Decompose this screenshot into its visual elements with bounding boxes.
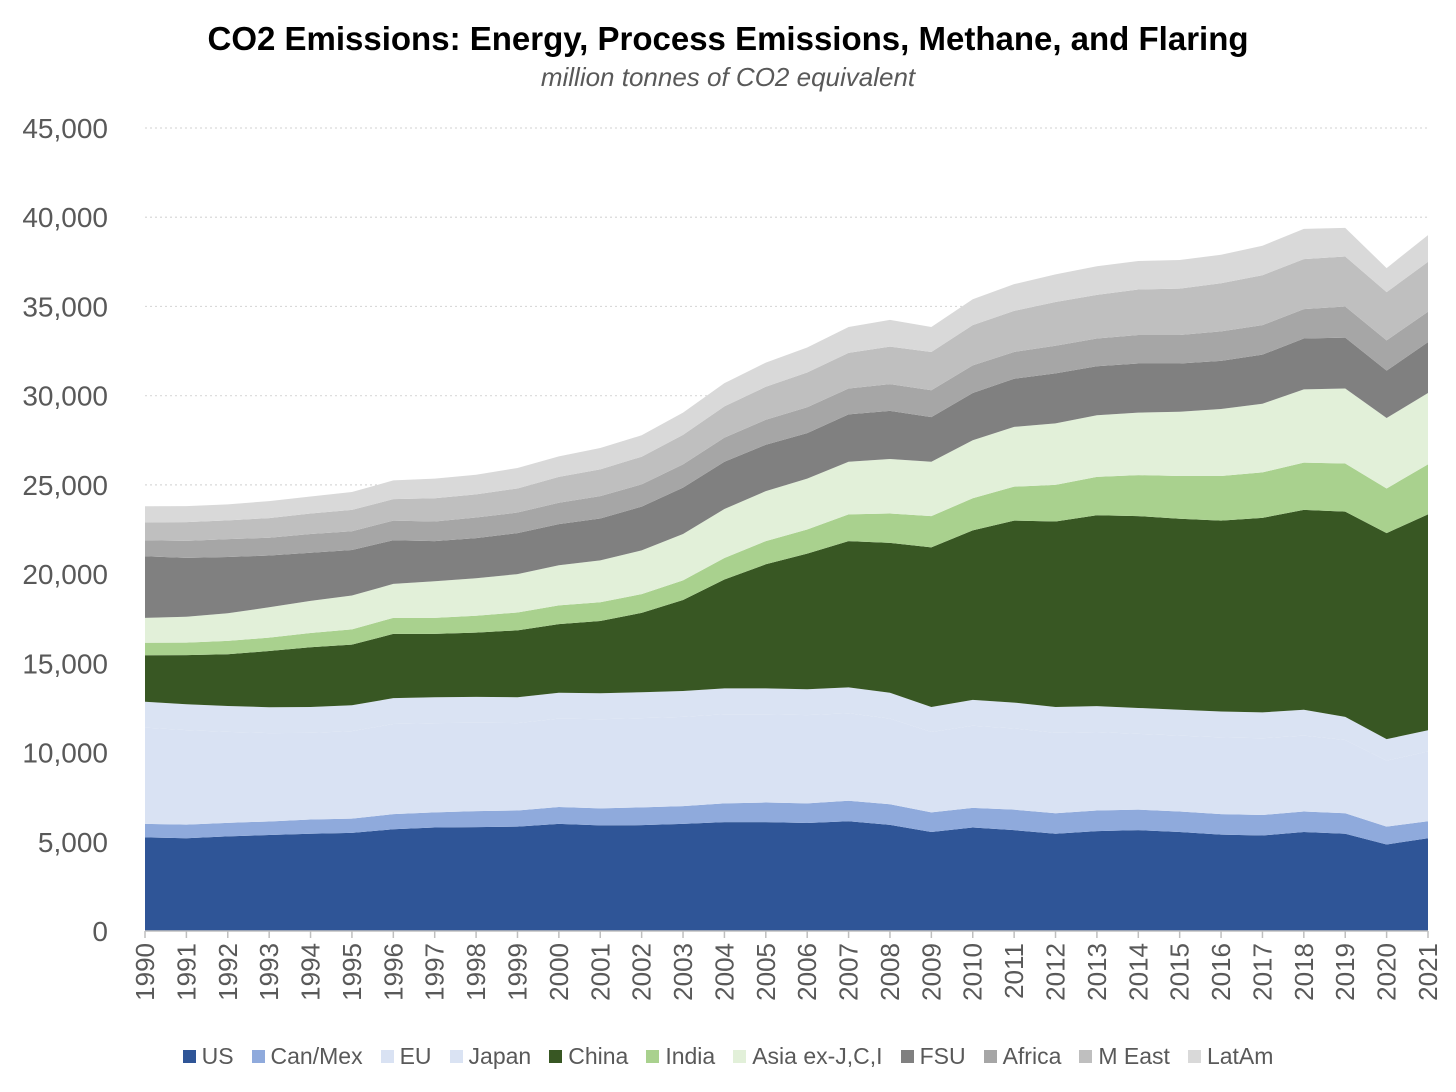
- legend-swatch: [646, 1049, 660, 1063]
- x-tick-label: 2012: [1041, 943, 1071, 1001]
- legend-label: Can/Mex: [270, 1042, 363, 1069]
- y-tick-label: 5,000: [38, 827, 108, 858]
- x-tick-label: 1992: [213, 943, 243, 1001]
- area-fsu: [145, 337, 1428, 618]
- legend-label: Africa: [1002, 1042, 1062, 1069]
- legend-swatch: [251, 1049, 265, 1063]
- legend-label: India: [665, 1042, 716, 1069]
- chart-legend: US Can/Mex EU Japan China India Asia ex-J,C,I F…: [0, 1039, 1456, 1073]
- chart-title: CO2 Emissions: Energy, Process Emissions…: [207, 20, 1249, 57]
- legend-item: Africa: [983, 1042, 1062, 1070]
- x-tick-label: 1991: [171, 943, 201, 1001]
- legend-label: LatAm: [1206, 1042, 1274, 1069]
- area-india: [145, 462, 1428, 656]
- y-tick-label: 45,000: [22, 113, 108, 144]
- legend-label: Asia ex-J,C,I: [752, 1042, 883, 1069]
- x-tick-label: 2014: [1123, 943, 1153, 1001]
- legend-item: China: [549, 1043, 628, 1070]
- legend-label: EU: [399, 1042, 432, 1069]
- legend-item: FSU: [900, 1042, 966, 1070]
- x-tick-label: 1997: [420, 943, 450, 1001]
- area-us: [145, 821, 1428, 931]
- x-tick-label: 2003: [668, 943, 698, 1001]
- legend-swatch: [380, 1049, 394, 1063]
- area-m-east: [145, 256, 1428, 541]
- x-tick-label: 2007: [834, 943, 864, 1001]
- legend-item: US: [182, 1042, 234, 1070]
- legend-swatch: [549, 1049, 563, 1063]
- legend-item: LatAm: [1187, 1042, 1274, 1070]
- x-tick-label: 2004: [709, 943, 739, 1001]
- y-tick-label: 35,000: [22, 291, 108, 322]
- area-africa: [145, 306, 1428, 558]
- x-tick-label: 2015: [1165, 943, 1195, 1001]
- x-tick-label: 2018: [1289, 943, 1319, 1001]
- legend-item: Japan: [449, 1042, 532, 1070]
- legend-item: EU: [380, 1042, 432, 1070]
- y-tick-label: 25,000: [22, 470, 108, 501]
- y-tick-label: 20,000: [22, 559, 108, 590]
- chart-subtitle: million tonnes of CO2 equivalent: [540, 62, 916, 92]
- x-tick-label: 1990: [130, 943, 160, 1001]
- legend-swatch: [1079, 1049, 1093, 1063]
- area-eu: [145, 713, 1428, 827]
- legend-swatch: [449, 1049, 463, 1063]
- y-tick-label: 30,000: [22, 381, 108, 412]
- legend-label: FSU: [919, 1042, 966, 1069]
- legend-label: China: [568, 1042, 629, 1069]
- legend-label: US: [201, 1042, 234, 1069]
- y-tick-label: 40,000: [22, 202, 108, 233]
- area-china: [145, 509, 1428, 740]
- axes: 0 5,000 10,000 15,000 20,000 25,000 30,000 35,0…: [22, 113, 1443, 1001]
- x-tick-label: 2019: [1330, 943, 1360, 1001]
- x-tick-label: 1995: [337, 943, 367, 1001]
- x-tick-label: 2000: [544, 943, 574, 1001]
- stacked-areas: [145, 227, 1428, 931]
- x-tick-label: 2011: [999, 943, 1029, 999]
- x-tick-label: 1994: [296, 943, 326, 1001]
- legend-swatch: [1187, 1049, 1201, 1063]
- y-tick-label: 10,000: [22, 738, 108, 769]
- area-asia-ex-j-c-i: [145, 388, 1428, 643]
- legend-swatch: [900, 1049, 914, 1063]
- x-tick-label: 2016: [1206, 943, 1236, 1001]
- x-tick-label: 2013: [1082, 943, 1112, 1001]
- legend-swatch: [182, 1049, 196, 1063]
- legend-item: Asia ex-J,C,I: [733, 1042, 883, 1070]
- x-tick-label: 2010: [958, 943, 988, 1001]
- y-tick-label: 15,000: [22, 648, 108, 679]
- x-tick-label: 2006: [792, 943, 822, 1001]
- y-tick-label: 0: [92, 916, 108, 947]
- x-tick-label: 2005: [751, 943, 781, 1001]
- legend-item: M East: [1079, 1043, 1170, 1070]
- x-tick-label: 1998: [461, 943, 491, 1001]
- x-tick-label: 1993: [254, 943, 284, 1001]
- x-tick-label: 2002: [627, 943, 657, 1001]
- legend-label: M East: [1098, 1042, 1170, 1069]
- x-tick-label: 2009: [916, 943, 946, 1001]
- legend-label: Japan: [468, 1042, 532, 1069]
- x-tick-label: 1996: [378, 943, 408, 1001]
- x-tick-label: 2008: [875, 943, 905, 1001]
- area-can-mex: [145, 800, 1428, 845]
- x-tick-label: 1999: [502, 943, 532, 1001]
- area-japan: [145, 687, 1428, 761]
- legend-item: Can/Mex: [251, 1042, 363, 1070]
- area-latam: [145, 227, 1428, 523]
- legend-item: India: [646, 1043, 715, 1070]
- x-tick-label: 2001: [585, 943, 615, 1001]
- legend-swatch: [983, 1049, 997, 1063]
- legend-swatch: [733, 1049, 747, 1063]
- x-tick-label: 2020: [1372, 943, 1402, 1001]
- x-tick-label: 2017: [1247, 943, 1277, 1001]
- x-tick-label: 2021: [1413, 943, 1443, 1001]
